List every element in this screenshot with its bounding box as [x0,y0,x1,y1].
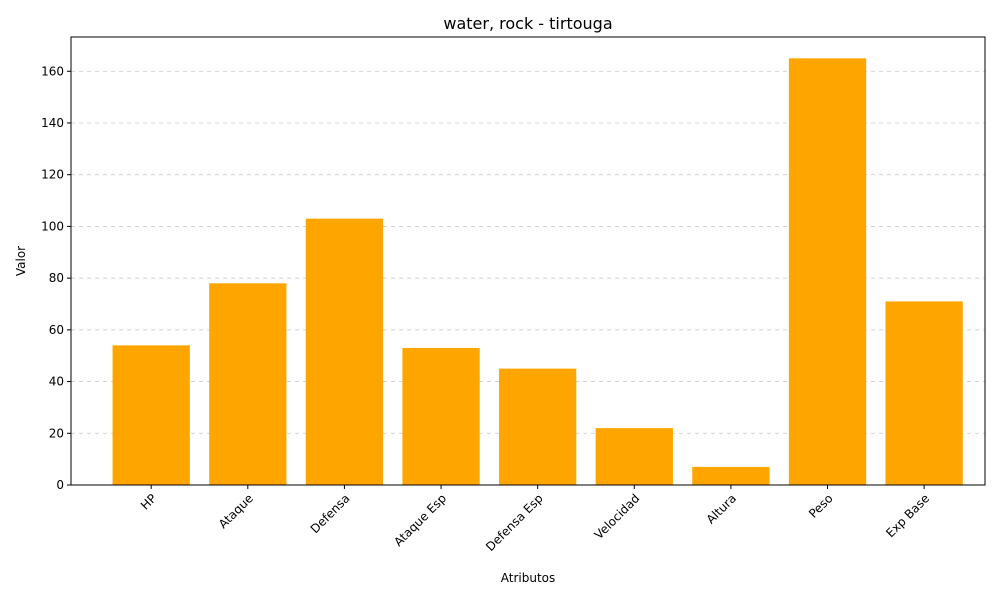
bar-velocidad [595,428,673,485]
bar-hp [112,345,190,485]
y-tick-label: 60 [49,323,64,337]
y-tick-label: 80 [49,271,64,285]
bar-defensa-esp [499,368,577,485]
bar-peso [788,58,867,485]
y-axis-ticks: 0 20 40 60 80 100 120 140 160 [41,64,71,492]
y-tick-label: 140 [41,116,64,130]
bar-ataque-esp [402,347,480,485]
bar-altura [692,466,770,485]
y-tick-label: 160 [41,64,64,78]
bar-exp-base [885,301,963,485]
y-tick-label: 100 [41,219,64,233]
x-axis-label: Atributos [501,571,556,585]
plot-frame [70,36,986,486]
bar-defensa [305,218,384,486]
chart-title: water, rock - tirtouga [443,14,612,33]
y-axis-label: Valor [14,246,28,276]
y-tick-label: 120 [41,168,64,182]
y-tick-label: 0 [56,478,64,492]
bars [112,58,963,486]
y-tick-label: 20 [49,426,64,440]
y-tick-label: 40 [49,375,64,389]
bar-ataque [209,283,287,485]
